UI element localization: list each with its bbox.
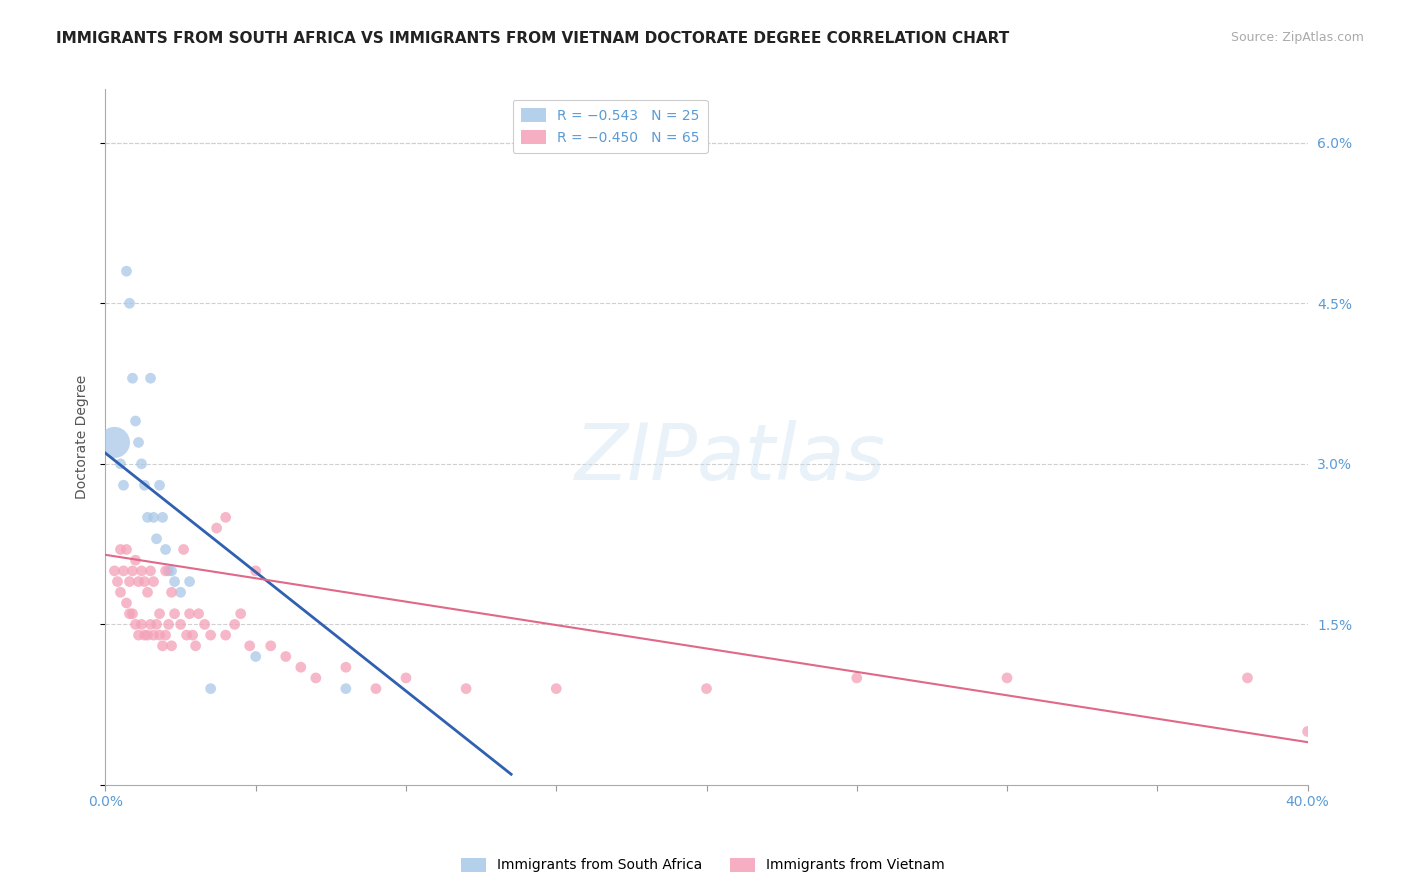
Point — [121, 371, 143, 385]
Point — [155, 542, 177, 557]
Point — [181, 628, 204, 642]
Point — [696, 681, 718, 696]
Point — [139, 371, 162, 385]
Point — [118, 296, 141, 310]
Point — [214, 628, 236, 642]
Point — [139, 564, 162, 578]
Point — [112, 478, 135, 492]
Point — [124, 414, 146, 428]
Point — [995, 671, 1018, 685]
Point — [173, 542, 195, 557]
Point — [224, 617, 246, 632]
Point — [1296, 724, 1319, 739]
Point — [305, 671, 328, 685]
Point — [103, 564, 125, 578]
Point — [155, 628, 177, 642]
Point — [152, 639, 174, 653]
Point — [169, 585, 191, 599]
Point — [187, 607, 209, 621]
Y-axis label: Doctorate Degree: Doctorate Degree — [75, 375, 89, 500]
Point — [118, 607, 141, 621]
Point — [103, 435, 125, 450]
Point — [148, 478, 170, 492]
Point — [124, 553, 146, 567]
Point — [274, 649, 297, 664]
Point — [136, 585, 159, 599]
Point — [1236, 671, 1258, 685]
Point — [112, 564, 135, 578]
Point — [160, 639, 183, 653]
Point — [245, 649, 267, 664]
Point — [118, 574, 141, 589]
Point — [136, 628, 159, 642]
Point — [335, 681, 357, 696]
Point — [179, 574, 201, 589]
Point — [229, 607, 252, 621]
Point — [160, 564, 183, 578]
Point — [155, 564, 177, 578]
Point — [148, 628, 170, 642]
Point — [110, 457, 132, 471]
Point — [169, 617, 191, 632]
Legend: Immigrants from South Africa, Immigrants from Vietnam: Immigrants from South Africa, Immigrants… — [456, 852, 950, 878]
Text: IMMIGRANTS FROM SOUTH AFRICA VS IMMIGRANTS FROM VIETNAM DOCTORATE DEGREE CORRELA: IMMIGRANTS FROM SOUTH AFRICA VS IMMIGRAN… — [56, 31, 1010, 46]
Point — [176, 628, 198, 642]
Point — [184, 639, 207, 653]
Point — [134, 478, 156, 492]
Point — [145, 532, 167, 546]
Point — [142, 574, 165, 589]
Point — [200, 628, 222, 642]
Point — [134, 574, 156, 589]
Point — [395, 671, 418, 685]
Point — [546, 681, 568, 696]
Point — [121, 607, 143, 621]
Point — [142, 628, 165, 642]
Point — [131, 457, 153, 471]
Point — [128, 628, 150, 642]
Point — [139, 617, 162, 632]
Legend: R = −0.543   N = 25, R = −0.450   N = 65: R = −0.543 N = 25, R = −0.450 N = 65 — [513, 100, 709, 153]
Text: Source: ZipAtlas.com: Source: ZipAtlas.com — [1230, 31, 1364, 45]
Point — [131, 564, 153, 578]
Point — [131, 617, 153, 632]
Point — [128, 574, 150, 589]
Point — [214, 510, 236, 524]
Point — [124, 617, 146, 632]
Point — [136, 510, 159, 524]
Point — [134, 628, 156, 642]
Point — [194, 617, 217, 632]
Point — [364, 681, 387, 696]
Point — [115, 542, 138, 557]
Point — [148, 607, 170, 621]
Point — [845, 671, 868, 685]
Point — [163, 574, 186, 589]
Point — [245, 564, 267, 578]
Point — [290, 660, 312, 674]
Point — [145, 617, 167, 632]
Point — [157, 617, 180, 632]
Point — [115, 596, 138, 610]
Point — [160, 585, 183, 599]
Point — [115, 264, 138, 278]
Point — [128, 435, 150, 450]
Point — [163, 607, 186, 621]
Point — [200, 681, 222, 696]
Point — [179, 607, 201, 621]
Point — [110, 585, 132, 599]
Point — [260, 639, 283, 653]
Text: ZIPatlas: ZIPatlas — [575, 420, 886, 496]
Point — [142, 510, 165, 524]
Point — [110, 542, 132, 557]
Point — [107, 574, 129, 589]
Point — [454, 681, 477, 696]
Point — [157, 564, 180, 578]
Point — [205, 521, 228, 535]
Point — [121, 564, 143, 578]
Point — [152, 510, 174, 524]
Point — [335, 660, 357, 674]
Point — [239, 639, 262, 653]
